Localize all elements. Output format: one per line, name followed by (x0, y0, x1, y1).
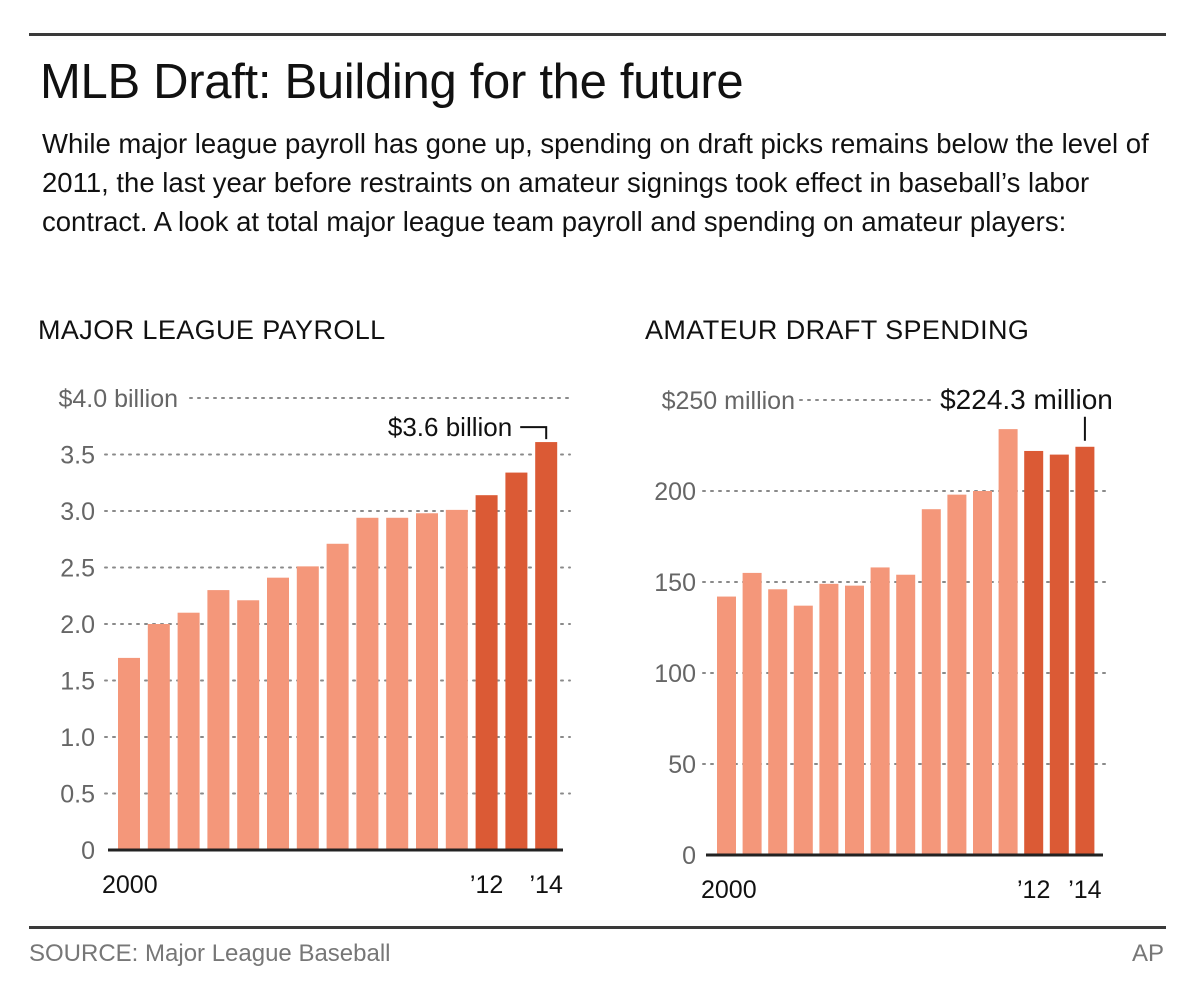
bar-2005 (845, 585, 864, 855)
bar-2000 (118, 657, 140, 850)
chart-title: MLB Draft: Building for the future (40, 55, 744, 109)
y-tick-label: 1.5 (60, 668, 95, 696)
bar-2007 (326, 543, 349, 850)
bar-2008 (921, 509, 941, 855)
y-tick-label: 3.0 (60, 498, 95, 526)
bar-2005 (267, 577, 289, 850)
bar-2013 (1049, 454, 1069, 855)
bar-2011 (445, 509, 468, 850)
x-tick-label: 2000 (701, 876, 757, 900)
bar-2010 (416, 513, 438, 850)
y-tick-label: 2.0 (60, 611, 95, 639)
bar-2000 (717, 596, 736, 855)
draft-chart-title: AMATEUR DRAFT SPENDING (645, 315, 1030, 345)
y-tick-label: 1.0 (60, 724, 95, 752)
y-tick-label: 100 (654, 660, 696, 688)
bar-2007 (896, 574, 916, 855)
bar-2001 (147, 624, 170, 850)
annotation-label: $224.3 million (940, 384, 1113, 415)
y-tick-label: 0 (81, 837, 95, 865)
y-tick-label: 2.5 (60, 555, 95, 583)
y-tick-label: 150 (654, 569, 696, 597)
y-tick-label: 200 (654, 478, 696, 506)
y-tick-label: 3.5 (60, 442, 95, 470)
source-note: SOURCE: Major League Baseball (29, 940, 391, 967)
y-tick-label: $4.0 billion (58, 385, 178, 413)
chart-subtitle: While major league payroll has gone up, … (42, 128, 1149, 237)
bar-2006 (870, 567, 890, 855)
y-tick-label: 0 (682, 842, 696, 870)
bar-2009 (386, 517, 409, 850)
top-rule (29, 33, 1166, 36)
y-tick-label: 0.5 (60, 781, 95, 809)
x-tick-label: ’14 (530, 871, 563, 899)
bar-2001 (742, 572, 762, 855)
y-tick-label: $250 million (662, 387, 795, 415)
bar-2009 (947, 494, 967, 855)
bar-2006 (296, 566, 319, 850)
x-tick-label: 2000 (102, 871, 158, 899)
bar-2012 (1024, 450, 1044, 855)
bar-2004 (237, 600, 260, 850)
bar-2011 (998, 429, 1018, 855)
credit-label: AP (1131, 940, 1164, 967)
bar-2003 (207, 590, 230, 850)
x-tick-label: ’12 (470, 871, 503, 899)
bar-2013 (505, 472, 528, 850)
bar-2004 (819, 583, 839, 855)
payroll-chart-title: MAJOR LEAGUE PAYROLL (38, 315, 386, 345)
bar-2002 (177, 612, 200, 850)
x-tick-label: ’12 (1017, 876, 1050, 900)
bar-2002 (768, 589, 788, 855)
bar-2008 (356, 517, 379, 850)
bar-2010 (973, 491, 992, 855)
draft-spending-bar-chart: 0 50 100 150 200 $250 million 2000 ’12 ’14 $224.3… (654, 384, 1113, 900)
bar-2014 (1075, 446, 1095, 855)
bar-2014 (535, 442, 558, 850)
x-tick-label: ’14 (1068, 876, 1101, 900)
bottom-rule (29, 926, 1166, 929)
annotation-leader-line (520, 426, 548, 440)
bar-2012 (475, 495, 498, 850)
payroll-bar-chart: 0 0.5 1.0 1.5 2.0 2.5 3.0 3.5 $4.0 billion 2000 ’1… (58, 385, 571, 899)
annotation-label: $3.6 billion (388, 412, 512, 442)
bar-2003 (793, 605, 813, 855)
y-tick-label: 50 (668, 751, 696, 779)
